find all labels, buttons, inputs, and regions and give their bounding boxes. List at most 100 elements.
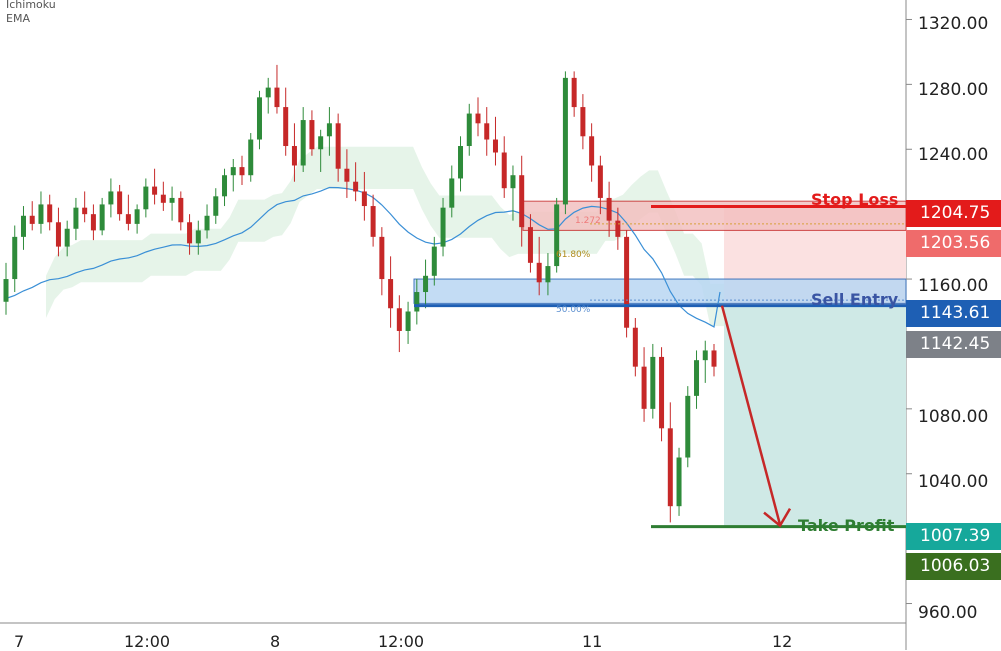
- candle-body-13: [117, 191, 123, 215]
- candle-body-24: [213, 196, 219, 216]
- indicator-label-ichimoku: Ichimoku: [6, 0, 56, 11]
- candle-body-58: [510, 175, 516, 189]
- candle-body-81: [711, 350, 717, 367]
- candle-body-41: [361, 191, 367, 207]
- candle-body-77: [676, 457, 682, 507]
- candle-body-11: [99, 204, 105, 231]
- candle-body-78: [685, 395, 691, 458]
- candle-body-48: [423, 275, 429, 293]
- x-tick-1200-a: 12:00: [124, 632, 171, 651]
- candle-body-20: [178, 197, 184, 223]
- resistance-price: 1203.56: [906, 230, 1001, 257]
- candle-body-7: [64, 228, 70, 247]
- candle-body-23: [204, 215, 210, 231]
- fib-50-label: 50.00%: [556, 305, 591, 315]
- candle-body-46: [405, 311, 411, 331]
- candle-body-12: [108, 191, 114, 205]
- candle-body-28: [248, 139, 254, 176]
- candle-body-52: [458, 146, 464, 179]
- current-price: 1142.45: [906, 331, 1001, 358]
- candle-body-55: [484, 123, 490, 140]
- support-zone: [413, 278, 907, 304]
- x-tick-8: 8: [270, 632, 281, 651]
- y-tick-1080: 1080.00: [918, 407, 989, 427]
- candle-body-25: [222, 175, 228, 197]
- candle-body-60: [527, 227, 533, 263]
- candle-body-21: [187, 222, 193, 244]
- candle-body-59: [519, 175, 525, 228]
- candle-body-8: [73, 207, 79, 229]
- candle-body-67: [589, 136, 595, 166]
- candle-body-17: [152, 186, 158, 195]
- candle-body-32: [283, 107, 289, 147]
- y-tick-1040: 1040.00: [918, 472, 989, 492]
- candle-body-26: [230, 167, 236, 176]
- candle-body-14: [125, 214, 131, 224]
- candle-body-5: [47, 204, 53, 223]
- candle-body-4: [38, 204, 44, 224]
- x-tick-7: 7: [14, 632, 25, 651]
- candle-body-49: [431, 246, 437, 276]
- candle-body-0: [3, 279, 9, 302]
- candle-body-36: [318, 136, 324, 150]
- x-tick-11: 11: [582, 632, 603, 651]
- candle-body-29: [256, 97, 262, 140]
- candle-body-51: [449, 178, 455, 208]
- sell-entry-annotation: Sell Entry: [811, 290, 899, 309]
- indicator-label-ema: EMA: [6, 12, 30, 25]
- candle-body-72: [632, 327, 638, 367]
- candle-body-44: [388, 279, 394, 309]
- candle-body-79: [694, 360, 700, 396]
- y-tick-1240: 1240.00: [918, 145, 989, 165]
- candle-body-30: [265, 87, 271, 98]
- candle-body-9: [82, 207, 88, 215]
- candle-body-64: [562, 77, 568, 205]
- candle-body-68: [597, 165, 603, 198]
- candle-body-43: [379, 236, 385, 280]
- candle-body-65: [571, 77, 577, 108]
- candle-body-75: [659, 356, 665, 429]
- candle-body-61: [536, 262, 542, 283]
- fib-127-label: 1.272: [575, 216, 601, 226]
- candle-body-56: [492, 139, 498, 153]
- candle-body-69: [606, 197, 612, 221]
- candle-body-47: [414, 292, 420, 312]
- candle-body-66: [580, 107, 586, 137]
- candle-body-3: [29, 215, 35, 224]
- sell-entry-price: 1143.61: [906, 300, 1001, 327]
- candle-body-76: [667, 428, 673, 507]
- candle-body-50: [440, 207, 446, 247]
- reward-zone: [724, 305, 906, 527]
- candle-body-31: [274, 87, 280, 108]
- candle-body-1: [12, 236, 18, 280]
- stop-loss-price: 1204.75: [906, 200, 1001, 227]
- candle-body-80: [702, 350, 708, 361]
- candle-body-2: [20, 215, 26, 237]
- support-price: 1006.03: [906, 553, 1001, 580]
- candle-body-39: [344, 168, 350, 182]
- candle-body-35: [309, 120, 315, 150]
- candle-body-42: [370, 206, 376, 237]
- candle-body-10: [90, 214, 96, 231]
- candle-body-22: [195, 230, 201, 244]
- candle-body-6: [55, 222, 61, 247]
- x-tick-12: 12: [772, 632, 793, 651]
- candle-body-74: [650, 356, 656, 409]
- y-tick-960: 960.00: [918, 603, 978, 623]
- candle-body-40: [353, 181, 359, 192]
- candle-body-57: [501, 152, 507, 189]
- candle-body-62: [545, 266, 551, 283]
- y-tick-1160: 1160.00: [918, 276, 989, 296]
- trade-arrow-head: [763, 508, 792, 528]
- take-profit-price: 1007.39: [906, 523, 1001, 550]
- candle-body-38: [335, 123, 341, 169]
- candle-body-33: [291, 146, 297, 166]
- y-tick-1280: 1280.00: [918, 80, 989, 100]
- candle-body-53: [466, 113, 472, 147]
- take-profit-annotation: Take Profit: [798, 516, 895, 535]
- candle-body-34: [300, 120, 306, 166]
- candle-body-16: [143, 186, 149, 210]
- candle-body-37: [326, 123, 332, 137]
- candle-body-63: [554, 204, 560, 267]
